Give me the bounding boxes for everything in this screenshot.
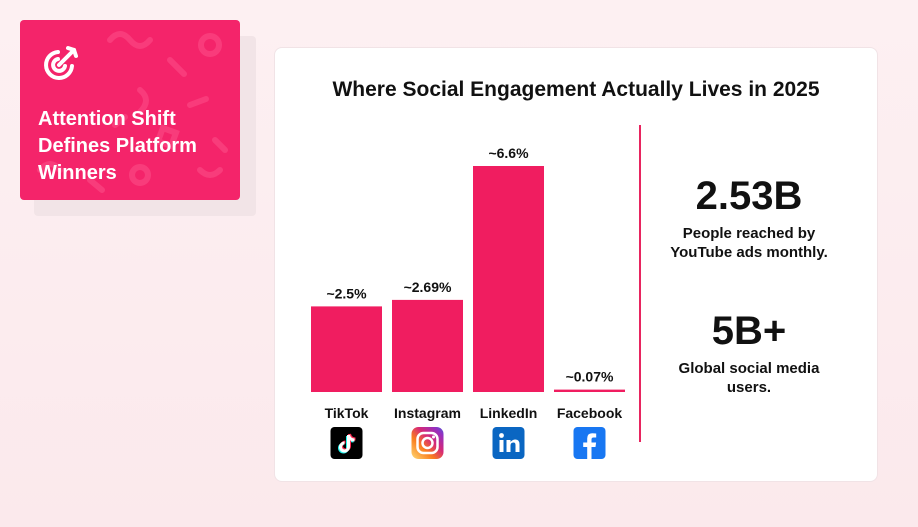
badge-title: Attention Shift Defines Platform Winners	[38, 108, 197, 184]
bar-chart: ~2.5% ~2.69% ~6.6% ~0.07% TikTok Instagram Li…	[311, 145, 625, 459]
badge-pattern	[37, 31, 228, 193]
instagram-icon	[411, 427, 444, 459]
value-label: ~2.69%	[404, 279, 452, 295]
value-label: ~0.07%	[566, 369, 614, 385]
stat-social-users: 5B+ Global social media users.	[655, 309, 843, 397]
category-label: Instagram	[394, 405, 461, 421]
chart-title: Where Social Engagement Actually Lives i…	[332, 78, 820, 101]
value-label: ~2.5%	[326, 285, 367, 301]
category-label: LinkedIn	[480, 405, 538, 421]
value-label: ~6.6%	[488, 145, 529, 161]
stat-value: 2.53B	[695, 174, 803, 218]
section-divider	[639, 125, 641, 442]
tiktok-icon	[330, 427, 363, 459]
linkedin-icon	[492, 427, 525, 459]
chart-card: Where Social Engagement Actually Lives i…	[274, 47, 878, 482]
category-label: TikTok	[325, 405, 369, 421]
bar-linkedin	[473, 166, 544, 392]
target-arrow-icon	[44, 46, 78, 80]
stat-value: 5B+	[711, 309, 787, 353]
stat-description: People reached by YouTube ads monthly.	[670, 225, 828, 261]
stat-description: Global social media users.	[678, 360, 820, 396]
bar-instagram	[392, 299, 463, 392]
stat-youtube-reach: 2.53B People reached by YouTube ads mont…	[655, 174, 843, 262]
headline-badge: Attention Shift Defines Platform Winners	[20, 20, 240, 200]
bar-facebook	[554, 389, 625, 392]
bar-tiktok	[311, 306, 382, 392]
category-label: Facebook	[557, 405, 623, 421]
facebook-icon	[573, 427, 606, 459]
